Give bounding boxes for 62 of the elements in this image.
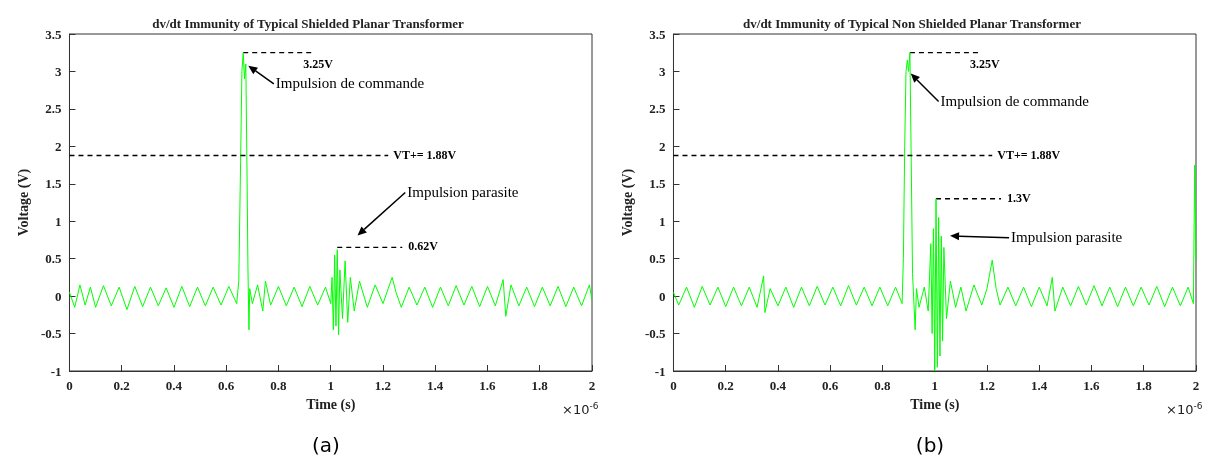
x-tick-label: 1.8 [1135, 378, 1153, 393]
y-tick-label: 2 [658, 138, 666, 154]
line-series [68, 52, 593, 336]
y-tick-label: 0.5 [45, 251, 62, 267]
x-tick-label: 1.8 [531, 378, 549, 393]
y-tick-label: 1.5 [45, 176, 62, 192]
y-axis-title: Voltage (V) [619, 168, 636, 237]
y-tick-label: -0.5 [40, 326, 62, 342]
ref-line-label: VT+= 1.88V [997, 148, 1061, 163]
x-tick-label: 1.6 [479, 378, 497, 393]
y-tick-label: -1 [654, 363, 666, 379]
x-tick-label: 0.8 [874, 378, 892, 393]
y-axis-title: Voltage (V) [15, 168, 32, 237]
x-tick-label: 0.4 [769, 378, 787, 393]
y-tick-label: 2 [54, 138, 62, 154]
annotation: 3.25V [303, 56, 334, 71]
y-tick-label: 3 [54, 63, 62, 79]
x-tick-label: 1 [327, 378, 334, 393]
y-tick-label: 1.5 [649, 176, 666, 192]
x-tick-label: 1.2 [374, 378, 392, 393]
x-tick-label: 1.4 [427, 378, 444, 393]
x-tick-label: 0.8 [270, 378, 288, 393]
y-tick-label: -1 [50, 363, 62, 379]
x-tick-label: 0.4 [165, 378, 183, 393]
y-tick-label: 0 [658, 288, 666, 304]
x-tick-label: 2 [1192, 378, 1200, 393]
y-tick-label: -0.5 [644, 326, 666, 342]
x-axis-title: Time (s) [306, 396, 356, 413]
annotation: 3.25V [969, 56, 1000, 71]
y-tick-label: 1 [54, 213, 62, 229]
annotation: Impulsion de commande [940, 92, 1090, 109]
y-tick-label: 0 [54, 288, 62, 304]
y-tick-label: 3.5 [45, 26, 62, 42]
chart-title: dv/dt Immunity of Typical Non Shielded Planar Transformer [743, 16, 1082, 31]
y-tick-label: 0.5 [649, 251, 666, 267]
annotation: 1.3V [1007, 190, 1032, 205]
x-tick-label: 1.4 [1031, 378, 1048, 393]
text: (b) [915, 433, 945, 457]
x-tick-label: 0 [66, 378, 73, 393]
y-tick-label: 1 [658, 213, 666, 229]
x-tick-label: 1.2 [978, 378, 996, 393]
chart-title: dv/dt Immunity of Typical Shielded Planar Transformer [152, 16, 464, 31]
ref-line-label: VT+= 1.88V [393, 148, 457, 163]
x-tick-label: 1 [931, 378, 938, 393]
annotation: Impulsion parasite [407, 183, 519, 200]
annotation: Impulsion parasite [1011, 229, 1123, 246]
x-tick-label: 2 [588, 378, 596, 393]
x-tick-label: 1.6 [1083, 378, 1101, 393]
x-tick-label: 0.6 [218, 378, 235, 393]
x-axis-title: Time (s) [910, 396, 960, 413]
annotation: 0.62V [408, 239, 439, 254]
y-tick-label: 2.5 [649, 101, 666, 117]
line-series [672, 52, 1197, 372]
x-tick-label: 0 [670, 378, 677, 393]
x-tick-label: 0.2 [113, 378, 130, 393]
annotation: Impulsion de commande [275, 75, 425, 92]
y-tick-label: 3 [658, 63, 666, 79]
y-tick-label: 3.5 [649, 26, 666, 42]
x-tick-label: 0.6 [822, 378, 839, 393]
text: (a) [312, 433, 340, 457]
y-tick-label: 2.5 [45, 101, 62, 117]
x-tick-label: 0.2 [717, 378, 734, 393]
